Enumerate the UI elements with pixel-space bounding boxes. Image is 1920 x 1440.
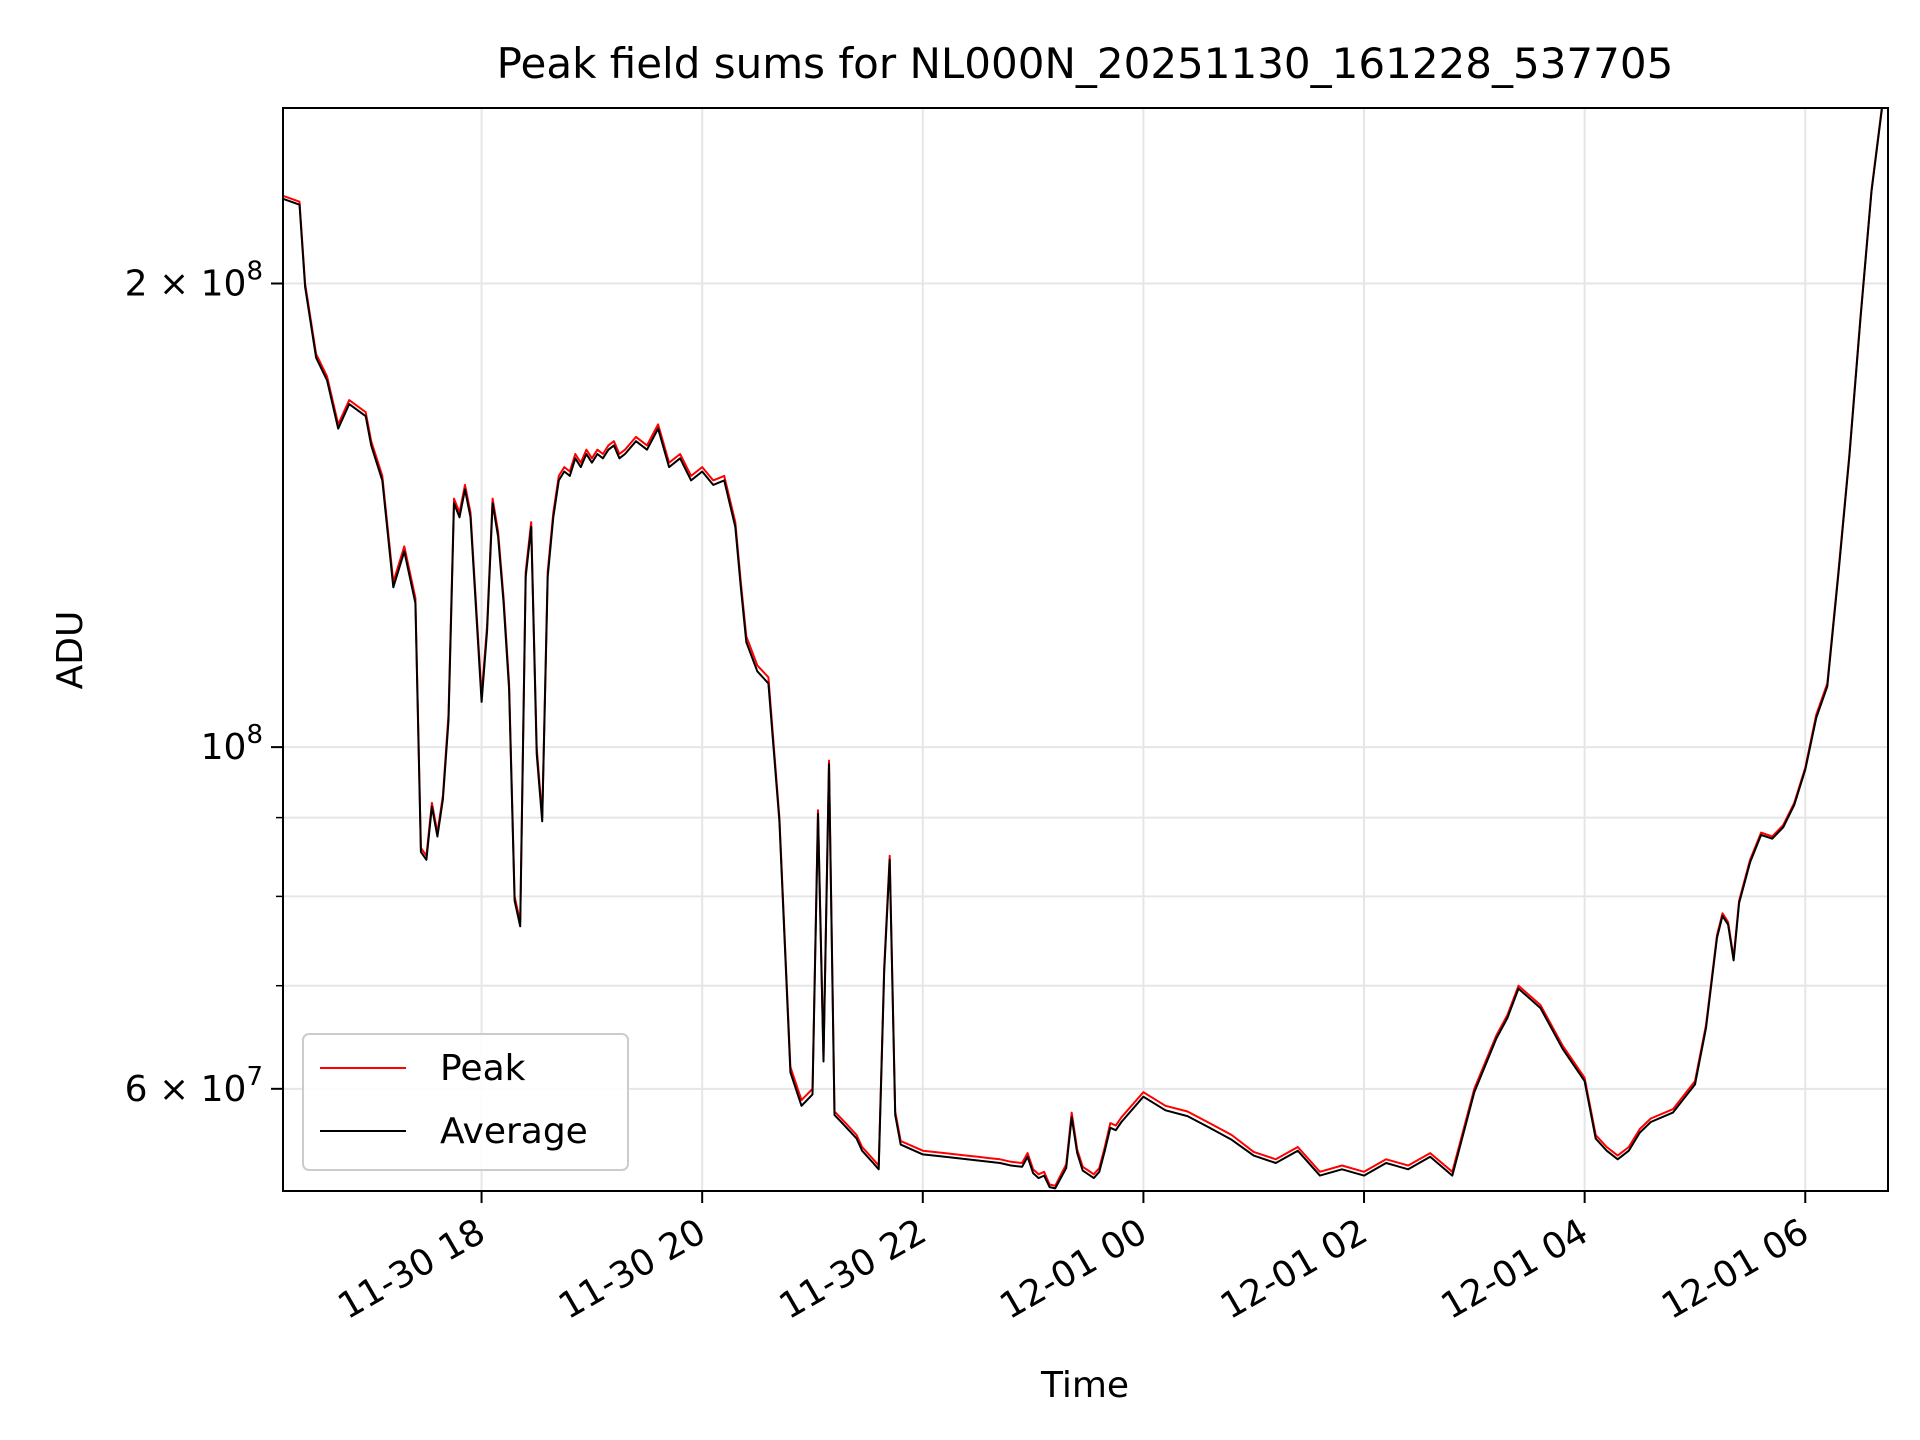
y-tick-label-exp: 8 (246, 256, 263, 286)
y-tick-label-base: 10 (201, 263, 247, 304)
y-tick-label-mantissa: 2 (125, 263, 148, 304)
y-tick-label-exp: 7 (246, 1062, 263, 1092)
y-axis-label: ADU (50, 611, 91, 690)
legend-average-label: Average (440, 1111, 588, 1152)
grid (283, 108, 1888, 1191)
y-tick-label: 2 × 108 (125, 256, 263, 304)
chart-title: Peak field sums for NL000N_20251130_1612… (497, 39, 1674, 88)
y-tick-label-base: 10 (201, 1069, 247, 1110)
plot-area (283, 108, 1884, 1190)
y-tick-label-times: × (148, 1069, 201, 1110)
y-tick-label-base: 10 (201, 727, 247, 768)
y-tick-label-times: × (148, 263, 201, 304)
y-tick-label-exp: 8 (246, 720, 263, 750)
y-tick-label: 6 × 107 (125, 1062, 263, 1110)
y-tick-label: 108 (201, 720, 263, 768)
x-axis-label: Time (1040, 1365, 1129, 1406)
legend: Peak Average (302, 1033, 629, 1171)
legend-peak-label: Peak (440, 1048, 526, 1089)
plot-frame (282, 107, 1889, 1192)
y-tick-label-mantissa: 6 (125, 1069, 148, 1110)
series-average-line (283, 108, 1884, 1190)
